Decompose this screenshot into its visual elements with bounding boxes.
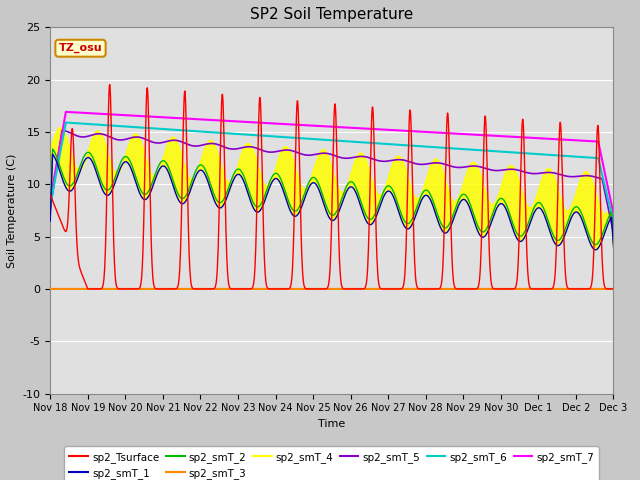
Legend: sp2_Tsurface, sp2_smT_1, sp2_smT_2, sp2_smT_3, sp2_smT_4, sp2_smT_5, sp2_smT_6, : sp2_Tsurface, sp2_smT_1, sp2_smT_2, sp2_…: [64, 446, 600, 480]
sp2_smT_6: [158, 126, 166, 132]
sp2_smT_7: [543, 136, 551, 142]
sp2_smT_5: [235, 145, 243, 151]
sp2_smT_7: [235, 119, 243, 124]
sp2_smT_2: [543, 214, 551, 220]
sp2_smT_2: [610, 240, 618, 246]
sp2_smT_6: [420, 144, 428, 149]
sp2_smT_7: [46, 197, 54, 203]
sp2_smT_1: [46, 218, 54, 224]
sp2_Tsurface: [235, 286, 243, 292]
sp2_smT_2: [235, 166, 243, 172]
sp2_smT_4: [158, 159, 166, 165]
Line: sp2_Tsurface: sp2_Tsurface: [50, 84, 614, 289]
sp2_smT_1: [420, 194, 428, 200]
sp2_Tsurface: [420, 286, 428, 292]
sp2_smT_3: [46, 286, 54, 292]
sp2_smT_4: [235, 160, 243, 166]
sp2_smT_5: [493, 168, 501, 173]
sp2_Tsurface: [493, 286, 501, 292]
sp2_smT_4: [56, 125, 64, 131]
sp2_smT_7: [493, 133, 501, 139]
sp2_smT_7: [610, 211, 618, 216]
sp2_smT_7: [172, 115, 180, 121]
sp2_smT_7: [420, 129, 428, 135]
sp2_smT_3: [493, 286, 500, 292]
sp2_smT_1: [543, 219, 551, 225]
sp2_Tsurface: [172, 286, 180, 292]
sp2_smT_4: [493, 196, 501, 202]
sp2_smT_1: [493, 204, 501, 210]
sp2_smT_7: [158, 114, 166, 120]
Line: sp2_smT_5: sp2_smT_5: [50, 131, 614, 233]
sp2_smT_1: [610, 244, 618, 250]
sp2_smT_6: [493, 148, 501, 154]
sp2_smT_2: [420, 189, 428, 194]
Line: sp2_smT_7: sp2_smT_7: [50, 112, 614, 214]
sp2_smT_4: [610, 233, 618, 239]
sp2_smT_1: [172, 191, 180, 197]
sp2_smT_2: [493, 199, 501, 205]
Line: sp2_smT_6: sp2_smT_6: [50, 122, 614, 222]
sp2_smT_3: [610, 286, 618, 292]
sp2_smT_6: [610, 219, 618, 225]
sp2_smT_4: [46, 216, 54, 221]
sp2_smT_5: [158, 140, 166, 145]
sp2_smT_5: [543, 169, 551, 175]
sp2_smT_1: [235, 171, 243, 177]
X-axis label: Time: Time: [318, 419, 346, 429]
Line: sp2_smT_2: sp2_smT_2: [50, 149, 614, 245]
Text: TZ_osu: TZ_osu: [59, 43, 102, 53]
sp2_smT_2: [46, 216, 54, 221]
sp2_smT_6: [62, 120, 70, 125]
sp2_smT_7: [62, 109, 70, 115]
sp2_smT_4: [420, 186, 428, 192]
sp2_smT_2: [158, 158, 166, 164]
sp2_Tsurface: [543, 286, 551, 292]
sp2_smT_5: [58, 128, 66, 133]
sp2_smT_4: [543, 167, 551, 172]
sp2_smT_3: [419, 286, 427, 292]
sp2_smT_3: [172, 286, 179, 292]
Title: SP2 Soil Temperature: SP2 Soil Temperature: [250, 7, 413, 22]
sp2_Tsurface: [610, 286, 618, 292]
sp2_smT_1: [591, 247, 599, 252]
sp2_smT_4: [172, 137, 180, 143]
sp2_smT_6: [543, 152, 551, 157]
Line: sp2_smT_4: sp2_smT_4: [50, 128, 614, 236]
sp2_smT_5: [420, 161, 428, 167]
sp2_smT_5: [172, 137, 180, 143]
sp2_smT_1: [158, 163, 166, 169]
sp2_smT_1: [49, 152, 56, 157]
sp2_smT_3: [543, 286, 550, 292]
sp2_Tsurface: [106, 82, 113, 87]
sp2_smT_2: [591, 242, 599, 248]
sp2_smT_6: [235, 131, 243, 137]
sp2_Tsurface: [158, 286, 166, 292]
sp2_smT_2: [172, 186, 180, 192]
sp2_Tsurface: [46, 192, 54, 198]
sp2_smT_6: [172, 127, 180, 133]
sp2_smT_3: [158, 286, 166, 292]
sp2_smT_5: [610, 230, 618, 236]
sp2_smT_2: [49, 146, 56, 152]
Line: sp2_smT_1: sp2_smT_1: [50, 155, 614, 250]
sp2_smT_3: [235, 286, 243, 292]
sp2_smT_6: [46, 203, 54, 208]
Y-axis label: Soil Temperature (C): Soil Temperature (C): [7, 153, 17, 268]
sp2_smT_5: [46, 207, 54, 213]
